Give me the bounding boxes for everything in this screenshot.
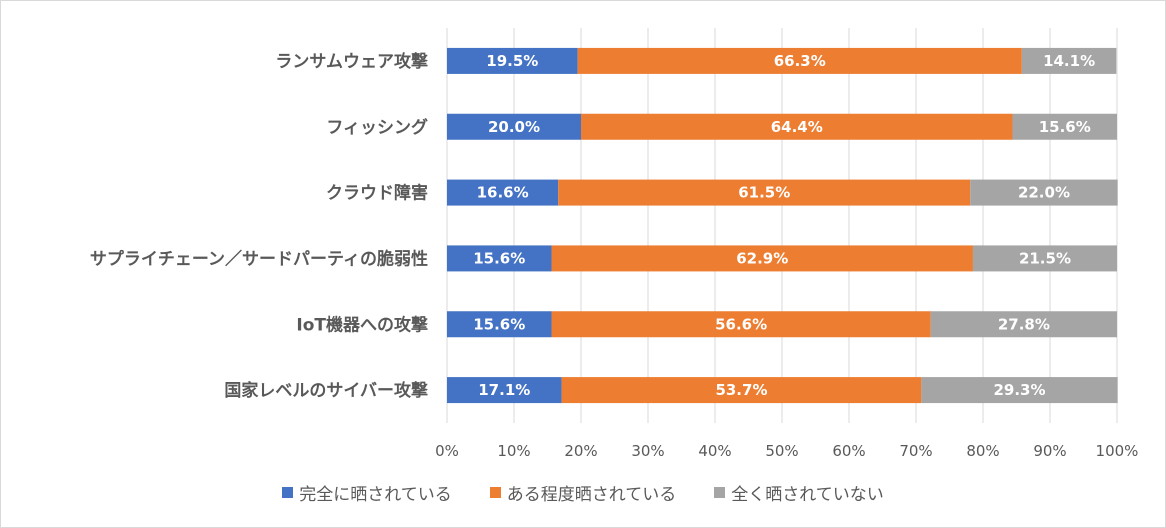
x-tick-label: 50%: [765, 442, 798, 460]
bar-segment: [447, 179, 559, 206]
legend-swatch: [714, 487, 726, 498]
category-label: フィッシング: [326, 117, 428, 138]
data-label: 64.4%: [771, 118, 823, 136]
bar-segment: [1012, 113, 1117, 140]
data-label: 61.5%: [738, 184, 790, 202]
bar-segment: [558, 179, 971, 206]
bar-segment: [930, 311, 1117, 338]
bar-segment: [921, 377, 1118, 404]
data-label: 21.5%: [1019, 249, 1071, 267]
category-label: ランサムウェア攻撃: [275, 51, 428, 72]
bar-segment: [1021, 47, 1117, 74]
bar-segment: [447, 245, 552, 272]
data-label: 15.6%: [473, 315, 525, 333]
data-label: 56.6%: [715, 315, 767, 333]
x-tick-label: 100%: [1096, 442, 1139, 460]
legend-label: 全く晒されていない: [731, 485, 884, 505]
bar-segment: [447, 311, 552, 338]
legend-label: 完全に晒されている: [299, 485, 452, 505]
x-tick-label: 80%: [966, 442, 999, 460]
legend-swatch: [489, 487, 501, 498]
data-label: 27.8%: [998, 315, 1050, 333]
bar-segment: [561, 377, 922, 404]
bar-segment: [972, 245, 1117, 272]
data-label: 62.9%: [736, 249, 788, 267]
bar-segment: [577, 47, 1022, 74]
data-label: 15.6%: [473, 249, 525, 267]
x-tick-label: 60%: [832, 442, 865, 460]
chart-legend: 完全に晒されている ある程度晒されている 全く晒されていない: [0, 480, 1166, 505]
data-label: 14.1%: [1043, 52, 1095, 70]
x-tick-label: 30%: [631, 442, 664, 460]
data-label: 15.6%: [1039, 118, 1091, 136]
data-label: 17.1%: [478, 381, 530, 399]
legend-item: 全く晒されていない: [714, 480, 884, 505]
bar-segment: [970, 179, 1118, 206]
bar-segment: [581, 113, 1013, 140]
bar-segment: [551, 245, 973, 272]
category-label: クラウド障害: [326, 183, 428, 204]
data-label: 29.3%: [993, 381, 1045, 399]
x-tick-label: 10%: [497, 442, 530, 460]
data-label: 20.0%: [488, 118, 540, 136]
x-tick-label: 0%: [435, 442, 459, 460]
category-label: 国家レベルのサイバー攻撃: [224, 380, 428, 401]
data-label: 19.5%: [486, 52, 538, 70]
x-tick-label: 40%: [698, 442, 731, 460]
bar-segment: [551, 311, 931, 338]
bar-segment: [447, 113, 581, 140]
bar-segment: [447, 377, 562, 404]
x-tick-label: 90%: [1033, 442, 1066, 460]
legend-swatch: [282, 487, 294, 498]
x-tick-label: 20%: [564, 442, 597, 460]
data-label: 53.7%: [715, 381, 767, 399]
data-label: 66.3%: [774, 52, 826, 70]
x-tick-label: 70%: [899, 442, 932, 460]
data-label: 22.0%: [1018, 184, 1070, 202]
category-label: サプライチェーン／サードパーティの脆弱性: [90, 248, 428, 269]
legend-item: 完全に晒されている: [282, 480, 452, 505]
bar-segment: [447, 47, 578, 74]
legend-item: ある程度晒されている: [489, 480, 677, 505]
category-label: IoT機器への攻撃: [296, 314, 428, 335]
data-label: 16.6%: [477, 184, 529, 202]
legend-label: ある程度晒されている: [506, 485, 677, 505]
